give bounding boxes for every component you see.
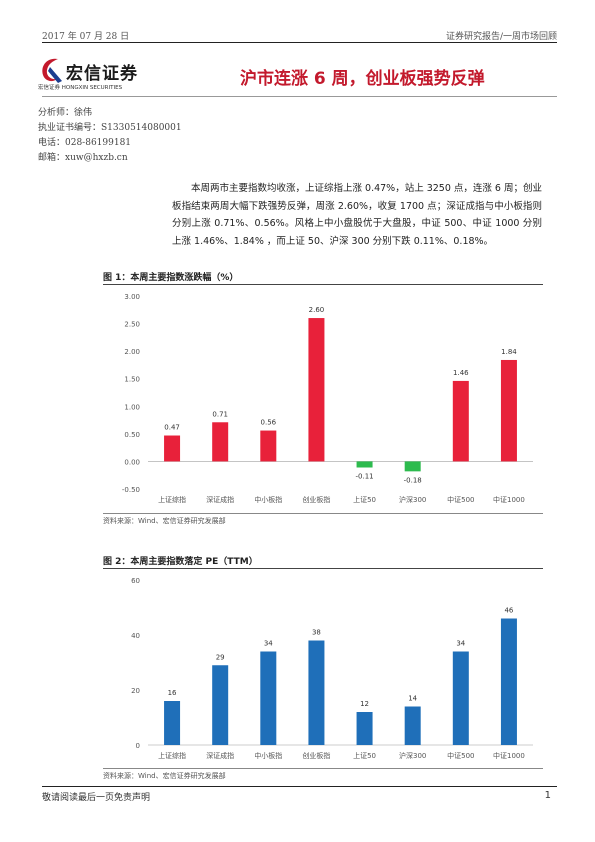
chart0-category-label: 创业板指 (302, 495, 330, 504)
chart1-data-label: 16 (168, 689, 177, 697)
chart1-bar (404, 706, 421, 745)
chart1-bar (452, 651, 469, 745)
chart1-data-label: 29 (216, 653, 225, 661)
chart1-data-label: 34 (264, 640, 273, 648)
chart0-data-label: 0.71 (212, 410, 228, 418)
chart0-ytick: -0.50 (122, 486, 140, 494)
report-date: 2017 年 07 月 28 日 (42, 32, 130, 42)
chart0-bar (212, 422, 229, 462)
chart0-data-label: -0.18 (404, 476, 422, 484)
chart1-bar (500, 618, 517, 745)
chart2-svg: 60 40 20 0 16 上证综指 29 深证成指 34 中小板指 38 创业板指 12 上证50 14 沪… (131, 577, 533, 760)
chart0-category-label: 中证500 (447, 495, 474, 504)
chart0-category-label: 深证成指 (206, 495, 234, 504)
chart0-category-label: 中证1000 (493, 495, 525, 504)
chart0-category-label: 沪深300 (399, 495, 426, 504)
chart1-data-label: 38 (312, 629, 321, 637)
figure2-bottom-rule (103, 768, 543, 769)
chart0-category-label: 上证综指 (158, 495, 186, 504)
chart0-ytick: 0.00 (124, 458, 140, 466)
analyst-license: 执业证书编号：S1330514080001 (38, 123, 182, 133)
figure1-source: 资料来源：Wind、宏信证券研究发展部 (103, 517, 226, 525)
figure2-caption: 图 2：本周主要指数落定 PE（TTM） (103, 557, 258, 567)
summary-paragraph: 本周两市主要指数均收涨，上证综指上涨 0.47%，站上 3250 点，连涨 6 … (172, 183, 542, 247)
analyst-phone: 电话：028-86199181 (38, 138, 132, 148)
chart0-data-label: 1.84 (501, 348, 517, 356)
chart1-bar (356, 712, 373, 745)
chart1-category-label: 上证综指 (158, 751, 186, 760)
report-category: 证券研究报告/一周市场回顾 (445, 32, 557, 42)
chart0-bar (164, 435, 181, 462)
chart0-bar (356, 461, 373, 468)
chart0-data-label: 1.46 (453, 369, 469, 377)
analyst-email: 邮箱：xuw@hxzb.cn (38, 153, 128, 163)
chart1-category-label: 创业板指 (302, 751, 330, 760)
chart1-category-label: 中小板指 (254, 751, 282, 760)
chart1-category-label: 中证500 (447, 751, 474, 760)
chart0-ytick: 1.00 (124, 403, 140, 411)
chart0-ytick: 0.50 (124, 431, 140, 439)
chart1-ytick: 40 (131, 632, 140, 640)
report-title: 沪市连涨 6 周，创业板强势反弹 (240, 69, 485, 89)
chart0-bar (404, 461, 421, 472)
chart1-data-label: 34 (456, 640, 465, 648)
chart1-ytick: 0 (136, 742, 140, 750)
title-divider (42, 96, 557, 97)
chart1-data-label: 46 (504, 607, 513, 615)
company-logo: 宏信证券 宏信证券 HONGXIN SECURITIES (38, 55, 158, 95)
figure1-caption: 图 1：本周主要指数涨跌幅（%） (103, 273, 239, 283)
chart1-data-label: 14 (408, 695, 417, 703)
chart1-bar (308, 640, 325, 745)
figure1-bottom-rule (103, 513, 543, 514)
analyst-name: 分析师：徐伟 (38, 108, 93, 118)
chart1-bar (260, 651, 277, 745)
logo-subtitle: 宏信证券 HONGXIN SECURITIES (38, 85, 123, 91)
figure2-top-rule (103, 568, 543, 569)
page-header: 2017 年 07 月 28 日 证券研究报告/一周市场回顾 (42, 28, 557, 43)
chart0-bar (260, 430, 277, 462)
figure1-chart: 3.00 2.50 2.00 1.50 1.00 0.50 0.00 -0.50 0.47 上证综… (103, 286, 543, 512)
chart0-data-label: 0.56 (261, 419, 277, 427)
analyst-info: 分析师：徐伟 执业证书编号：S1330514080001 电话：028-8619… (38, 106, 182, 166)
chart1-data-label: 12 (360, 700, 369, 708)
chart1-svg: 3.00 2.50 2.00 1.50 1.00 0.50 0.00 -0.50 0.47 上证综… (122, 293, 533, 504)
chart0-data-label: 2.60 (309, 306, 325, 314)
logo-name: 宏信证券 (66, 64, 138, 84)
chart1-category-label: 中证1000 (493, 751, 525, 760)
chart1-category-label: 沪深300 (399, 751, 426, 760)
chart0-category-label: 中小板指 (254, 495, 282, 504)
footer-divider (42, 786, 557, 787)
chart0-ytick: 1.50 (124, 376, 140, 384)
figure2-chart: 60 40 20 0 16 上证综指 29 深证成指 34 中小板指 38 创业板指 12 上证50 14 沪… (103, 570, 543, 768)
chart0-ytick: 3.00 (124, 293, 140, 301)
chart1-bar (164, 701, 181, 745)
figure1-top-rule (103, 284, 543, 285)
chart0-data-label: -0.11 (356, 472, 374, 480)
chart0-ytick: 2.00 (124, 348, 140, 356)
chart1-ytick: 20 (131, 687, 140, 695)
chart1-category-label: 上证50 (353, 751, 376, 760)
figure2-source: 资料来源：Wind、宏信证券研究发展部 (103, 772, 226, 780)
chart1-bar (212, 665, 229, 745)
page-number: 1 (544, 790, 551, 801)
chart0-category-label: 上证50 (353, 495, 376, 504)
chart1-category-label: 深证成指 (206, 751, 234, 760)
logo-icon (42, 58, 62, 83)
chart0-bar (452, 380, 469, 462)
chart0-bar (308, 318, 325, 462)
chart0-data-label: 0.47 (164, 424, 180, 432)
footer-disclaimer: 敬请阅读最后一页免责声明 (42, 793, 151, 803)
chart0-bar (500, 359, 517, 462)
chart1-ytick: 60 (131, 577, 140, 585)
chart0-ytick: 2.50 (124, 321, 140, 329)
